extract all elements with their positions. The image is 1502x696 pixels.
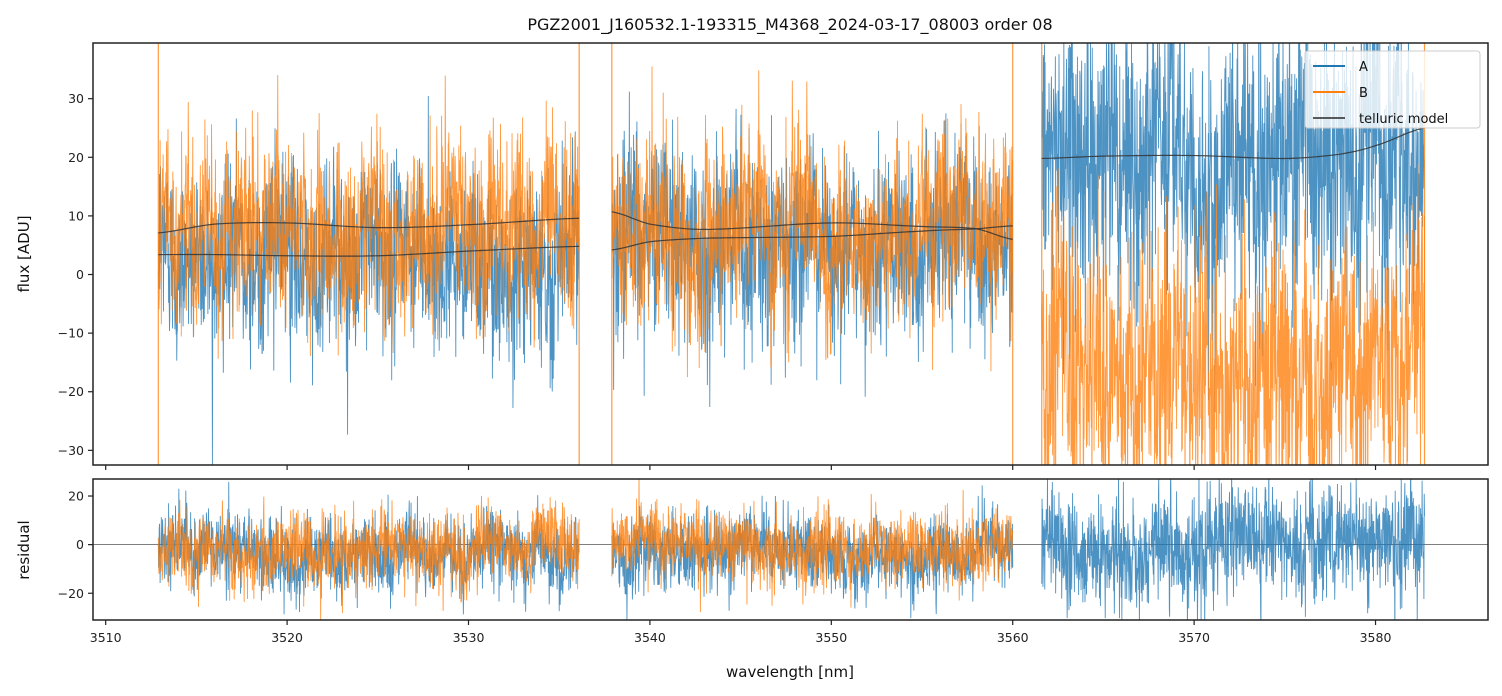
flux-y-tick-label: 10: [68, 208, 84, 223]
legend-frame: [1304, 50, 1481, 129]
telluric-model-lower-segment-1: [158, 245, 580, 257]
legend-label-a: A: [1359, 60, 1368, 75]
residual-axes-frame: [92, 478, 1489, 621]
residual-y-tick-label: 0: [76, 537, 84, 552]
chart-title: PGZ2001_J160532.1-193315_M4368_2024-03-1…: [527, 15, 1052, 35]
legend-label-telluric: telluric model: [1359, 112, 1448, 127]
telluric-model-upper-segment-2: [611, 211, 1013, 240]
x-axis: 3510 3520 3530 3540 3550 3560 3570 3580: [90, 620, 1392, 645]
flux-y-axis-label: flux [ADU]: [15, 215, 33, 292]
residual-series-b-segment-1: [157, 495, 580, 620]
x-tick-label: 3570: [1178, 630, 1210, 645]
flux-x-ticks: [105, 465, 1377, 470]
residual-plot-area: [93, 479, 1488, 620]
residual-y-axis-label: residual: [15, 520, 33, 579]
telluric-model-lower-segment-2: [611, 225, 1013, 251]
residual-series-a-segment-3: [1041, 479, 1425, 620]
legend-label-b: B: [1359, 86, 1368, 101]
x-tick-label: 3530: [453, 630, 485, 645]
residual-y-tick-label: −20: [58, 586, 84, 601]
x-axis-label: wavelength [nm]: [726, 663, 854, 681]
flux-series-b-segment-1: [157, 75, 580, 359]
residual-series-b-segment-2: [611, 479, 1014, 613]
flux-series-b-segment-2: [611, 66, 1014, 378]
x-tick-label: 3540: [634, 630, 666, 645]
flux-y-tick-label: −30: [58, 443, 84, 458]
x-tick-label: 3520: [271, 630, 303, 645]
flux-y-tick-label: 20: [68, 150, 84, 165]
residual-y-tick-label: 20: [68, 489, 84, 504]
flux-y-tick-label: −20: [58, 384, 84, 399]
flux-plot-area: [157, 43, 1426, 465]
flux-series-b-segment-3: [1041, 110, 1425, 465]
flux-y-axis: −30 −20 −10 0 10 20 30: [58, 91, 93, 458]
x-tick-label: 3580: [1360, 630, 1392, 645]
telluric-model-upper-segment-1: [158, 217, 580, 234]
flux-y-tick-label: 30: [68, 91, 84, 106]
flux-y-tick-label: 0: [76, 267, 84, 282]
flux-y-tick-label: −10: [58, 326, 84, 341]
x-tick-label: 3560: [997, 630, 1029, 645]
flux-series-a-segment-3: [1041, 43, 1425, 413]
flux-series-a-segment-2: [611, 91, 1014, 407]
flux-axes-frame: [92, 42, 1489, 466]
flux-series-a-segment-1: [157, 95, 580, 465]
legend: A B telluric model: [1304, 50, 1481, 129]
telluric-model-upper-segment-3: [1041, 127, 1425, 160]
x-tick-label: 3510: [90, 630, 122, 645]
residual-y-axis: −20 0 20: [58, 489, 93, 601]
flux-panel: −30 −20 −10 0 10 20 30 flux [ADU] A B telluric…: [15, 42, 1489, 470]
x-tick-label: 3550: [815, 630, 847, 645]
